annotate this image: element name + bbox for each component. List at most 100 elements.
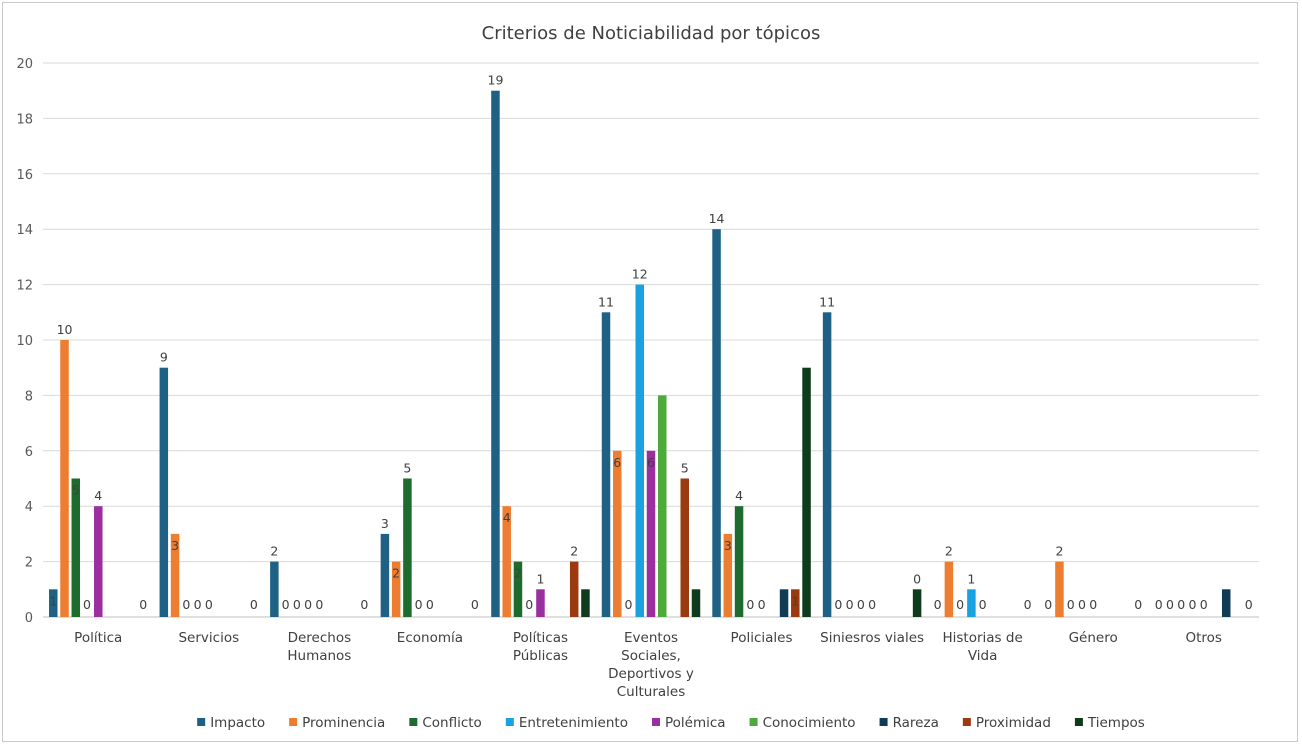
bar	[60, 340, 69, 617]
legend-label: Conocimiento	[763, 715, 856, 731]
bar	[391, 561, 401, 617]
data-label: 0	[1078, 597, 1086, 612]
data-label: 0	[139, 597, 147, 612]
bar	[944, 561, 954, 617]
bar	[270, 561, 279, 617]
data-label: 0	[304, 597, 312, 612]
y-tick-label: 6	[25, 445, 33, 460]
data-label: 2	[514, 566, 522, 581]
legend-label: Conflicto	[422, 715, 481, 731]
bar	[71, 478, 81, 617]
bar	[734, 506, 744, 617]
bar	[723, 533, 733, 617]
bar	[536, 589, 545, 617]
data-label: 2	[945, 544, 953, 559]
bar	[1221, 589, 1231, 617]
data-label: 3	[724, 538, 732, 553]
data-label: 0	[282, 597, 290, 612]
legend-label: Polémica	[665, 715, 726, 731]
data-label: 2	[1055, 544, 1063, 559]
y-tick-label: 8	[25, 389, 33, 404]
data-label: 4	[94, 488, 102, 503]
data-label: 0	[360, 597, 368, 612]
data-label: 4	[503, 510, 511, 525]
category-label: Sociales,	[621, 648, 681, 664]
bar	[1055, 561, 1064, 617]
bar	[613, 450, 622, 617]
legend-swatch	[879, 718, 888, 726]
data-label: 0	[1024, 597, 1032, 612]
bar	[403, 478, 412, 617]
bar	[94, 506, 103, 617]
legend-swatch	[505, 718, 514, 726]
data-label: 5	[681, 461, 689, 476]
category-label: Política	[74, 630, 122, 646]
data-label: 1	[536, 571, 544, 586]
bar	[680, 478, 689, 617]
bar	[380, 533, 390, 617]
data-label: 9	[160, 350, 168, 365]
category-label: Siniesros viales	[820, 630, 924, 646]
data-label: 0	[934, 597, 942, 612]
bar	[912, 589, 922, 617]
category-label: Género	[1069, 630, 1118, 646]
y-tick-label: 12	[16, 279, 33, 294]
data-label: 0	[868, 597, 876, 612]
data-label: 0	[746, 597, 754, 612]
category-label: Historias de	[943, 630, 1023, 646]
data-label: 0	[625, 597, 633, 612]
data-label: 0	[979, 597, 987, 612]
data-label: 0	[1155, 597, 1163, 612]
bar	[170, 533, 180, 617]
data-label: 12	[632, 267, 648, 282]
data-label: 0	[758, 597, 766, 612]
category-label: Policiales	[731, 630, 793, 646]
data-label: 0	[1067, 597, 1075, 612]
bar	[967, 589, 976, 617]
bar	[49, 589, 58, 617]
bar	[635, 284, 644, 617]
data-label: 4	[735, 488, 743, 503]
legend-swatch	[289, 718, 298, 726]
bar	[712, 229, 721, 617]
category-label: Políticas	[513, 630, 568, 646]
data-label: 0	[293, 597, 301, 612]
bar	[502, 506, 511, 617]
legend-swatch	[651, 718, 660, 726]
y-tick-label: 4	[25, 500, 33, 515]
data-label: 0	[1044, 597, 1052, 612]
bar	[646, 450, 656, 617]
data-label: 1	[791, 593, 799, 608]
data-label: 0	[83, 597, 91, 612]
legend-label: Impacto	[210, 715, 265, 731]
y-tick-label: 16	[16, 168, 33, 183]
legend: Impacto Prominencia Conflicto Entretenimien…	[197, 715, 1145, 731]
legend-swatch	[409, 718, 418, 726]
category-label: Derechos	[288, 630, 352, 646]
legend-swatch	[197, 718, 206, 726]
bars	[49, 90, 1231, 617]
y-tick-label: 0	[25, 611, 33, 626]
data-label: 3	[381, 516, 389, 531]
bar	[779, 589, 789, 617]
bar	[691, 589, 701, 617]
data-label: 10	[57, 322, 73, 337]
data-label: 6	[613, 455, 621, 470]
bar	[822, 312, 832, 617]
bar	[569, 561, 579, 617]
data-label: 0	[1166, 597, 1174, 612]
data-label: 11	[598, 294, 614, 309]
y-tick-label: 2	[25, 556, 33, 571]
bar	[601, 312, 611, 617]
data-label: 11	[819, 294, 835, 309]
category-labels: Política Servicios Derechos Humanos Economía…	[74, 630, 1222, 700]
data-label: 14	[709, 211, 725, 226]
data-label: 2	[270, 544, 278, 559]
category-label: Servicios	[178, 630, 239, 646]
data-label: 0	[1134, 597, 1142, 612]
data-label: 0	[1089, 597, 1097, 612]
data-label: 0	[1245, 597, 1253, 612]
data-label: 0	[471, 597, 479, 612]
data-label: 19	[488, 73, 504, 88]
y-tick-label: 14	[16, 223, 33, 238]
